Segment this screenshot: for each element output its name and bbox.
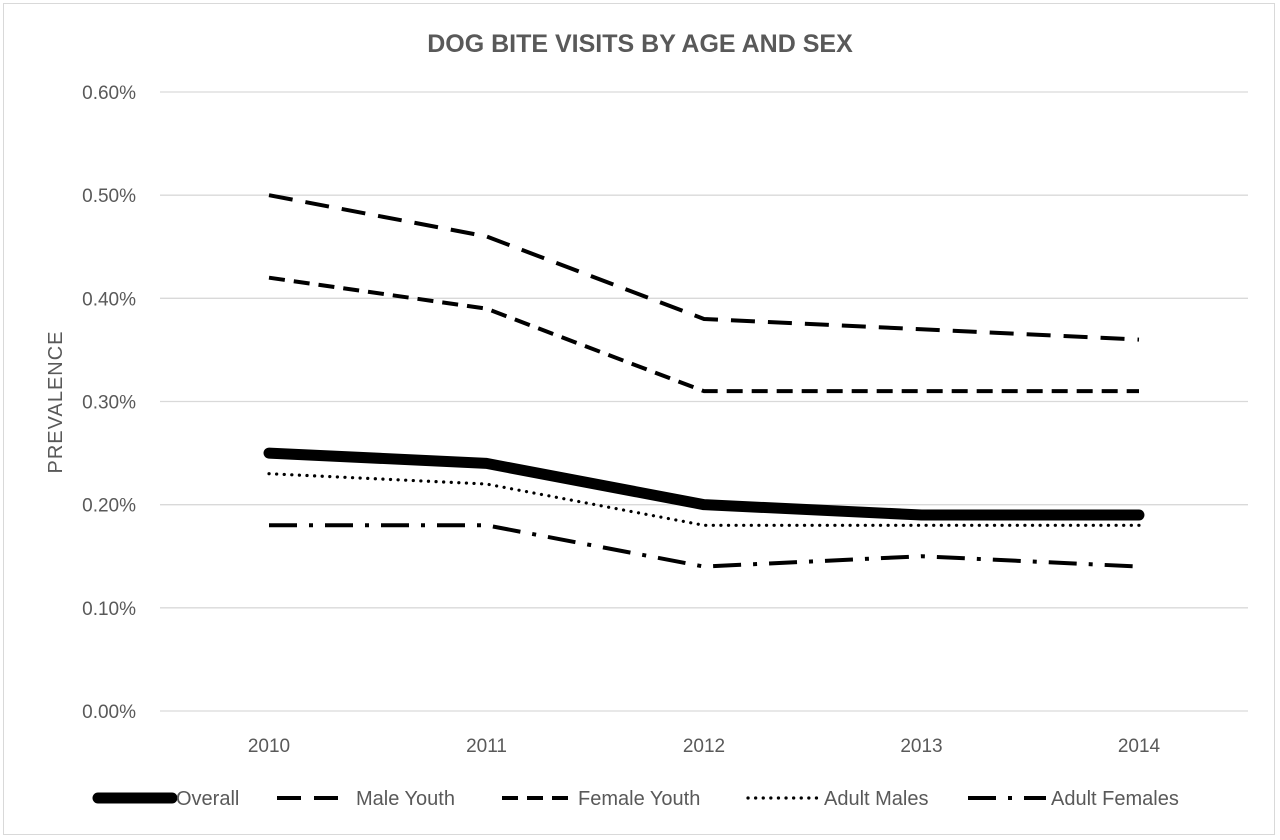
- y-axis-ticks: 0.00% 0.10% 0.20% 0.30% 0.40% 0.50% 0.60%: [82, 83, 136, 723]
- x-tick-label: 2012: [683, 736, 725, 757]
- legend: Overall Male Youth Female Youth Adult Males…: [92, 788, 1179, 810]
- series-line-adult-males: [267, 472, 1141, 527]
- x-tick-label: 2010: [248, 736, 290, 757]
- y-tick-label: 0.10%: [82, 599, 136, 620]
- series-line-overall: [263, 447, 1145, 521]
- y-tick-label: 0.00%: [82, 702, 136, 723]
- y-tick-label: 0.20%: [82, 496, 136, 517]
- y-tick-label: 0.50%: [82, 186, 136, 207]
- gridlines: [160, 91, 1248, 712]
- y-tick-label: 0.30%: [82, 393, 136, 414]
- legend-label: Female Youth: [578, 788, 700, 810]
- series-line-male-youth: [268, 193, 1140, 342]
- x-tick-label: 2014: [1118, 736, 1161, 757]
- y-tick-label: 0.40%: [82, 289, 136, 310]
- x-tick-label: 2013: [900, 736, 942, 757]
- legend-label: Overall: [176, 788, 239, 810]
- x-axis-ticks: 2010 2011 2012 2013 2014: [248, 736, 1161, 757]
- legend-label: Adult Males: [824, 788, 929, 810]
- series-line-adult-females: [269, 523, 1140, 569]
- legend-label: Adult Females: [1051, 788, 1179, 810]
- legend-label: Male Youth: [356, 788, 455, 810]
- series-line-female-youth: [268, 275, 1139, 394]
- series-lines: [263, 193, 1145, 569]
- chart-title: DOG BITE VISITS BY AGE AND SEX: [427, 30, 853, 58]
- y-tick-label: 0.60%: [82, 83, 136, 104]
- y-axis-label: PREVALENCE: [45, 330, 67, 473]
- x-tick-label: 2011: [466, 736, 507, 757]
- chart-frame: [3, 3, 1275, 835]
